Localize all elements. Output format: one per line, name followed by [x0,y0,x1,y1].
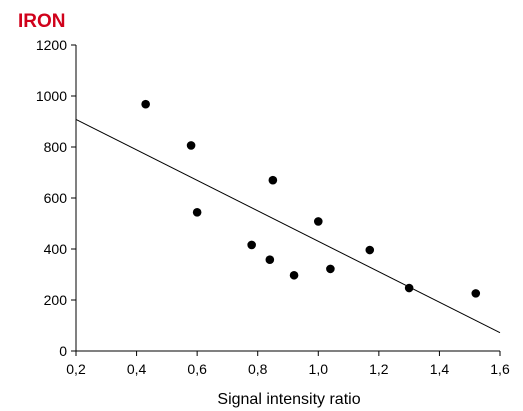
data-point [141,99,150,109]
data-point [268,175,278,185]
x-tick-label: 1,0 [309,361,329,377]
x-tick-label: 1,2 [369,361,389,377]
data-point [326,264,335,274]
data-point [186,141,196,150]
x-tick-label: 0,4 [127,361,147,377]
y-axis-ticks: 0 200 400 600 800 1000 1200 [36,37,76,359]
y-tick-label: 600 [44,190,68,206]
y-tick-label: 200 [44,292,68,308]
y-tick-label: 1200 [36,37,67,53]
trend-line [75,119,501,334]
data-point [471,289,481,298]
data-point [404,283,414,293]
x-tick-label: 0,2 [66,361,86,377]
data-point [365,245,375,255]
x-tick-label: 1,4 [430,361,450,377]
data-point [265,255,275,265]
axes [75,45,500,352]
data-point [192,207,202,217]
x-axis-ticks: 0,2 0,4 0,6 0,8 1,0 1,2 1,4 1,6 [66,351,510,377]
x-axis-title: Signal intensity ratio [217,391,360,408]
x-tick-label: 0,6 [187,361,207,377]
chart-title: IRON [18,11,66,32]
data-point [247,240,256,250]
data-point [289,270,299,280]
x-tick-label: 1,6 [490,361,510,377]
data-points [141,99,481,298]
y-tick-label: 400 [44,241,68,257]
x-tick-label: 0,8 [248,361,268,377]
data-point [313,217,323,226]
y-tick-label: 800 [44,139,68,155]
y-tick-label: 1000 [36,88,67,104]
y-tick-label: 0 [59,343,67,359]
